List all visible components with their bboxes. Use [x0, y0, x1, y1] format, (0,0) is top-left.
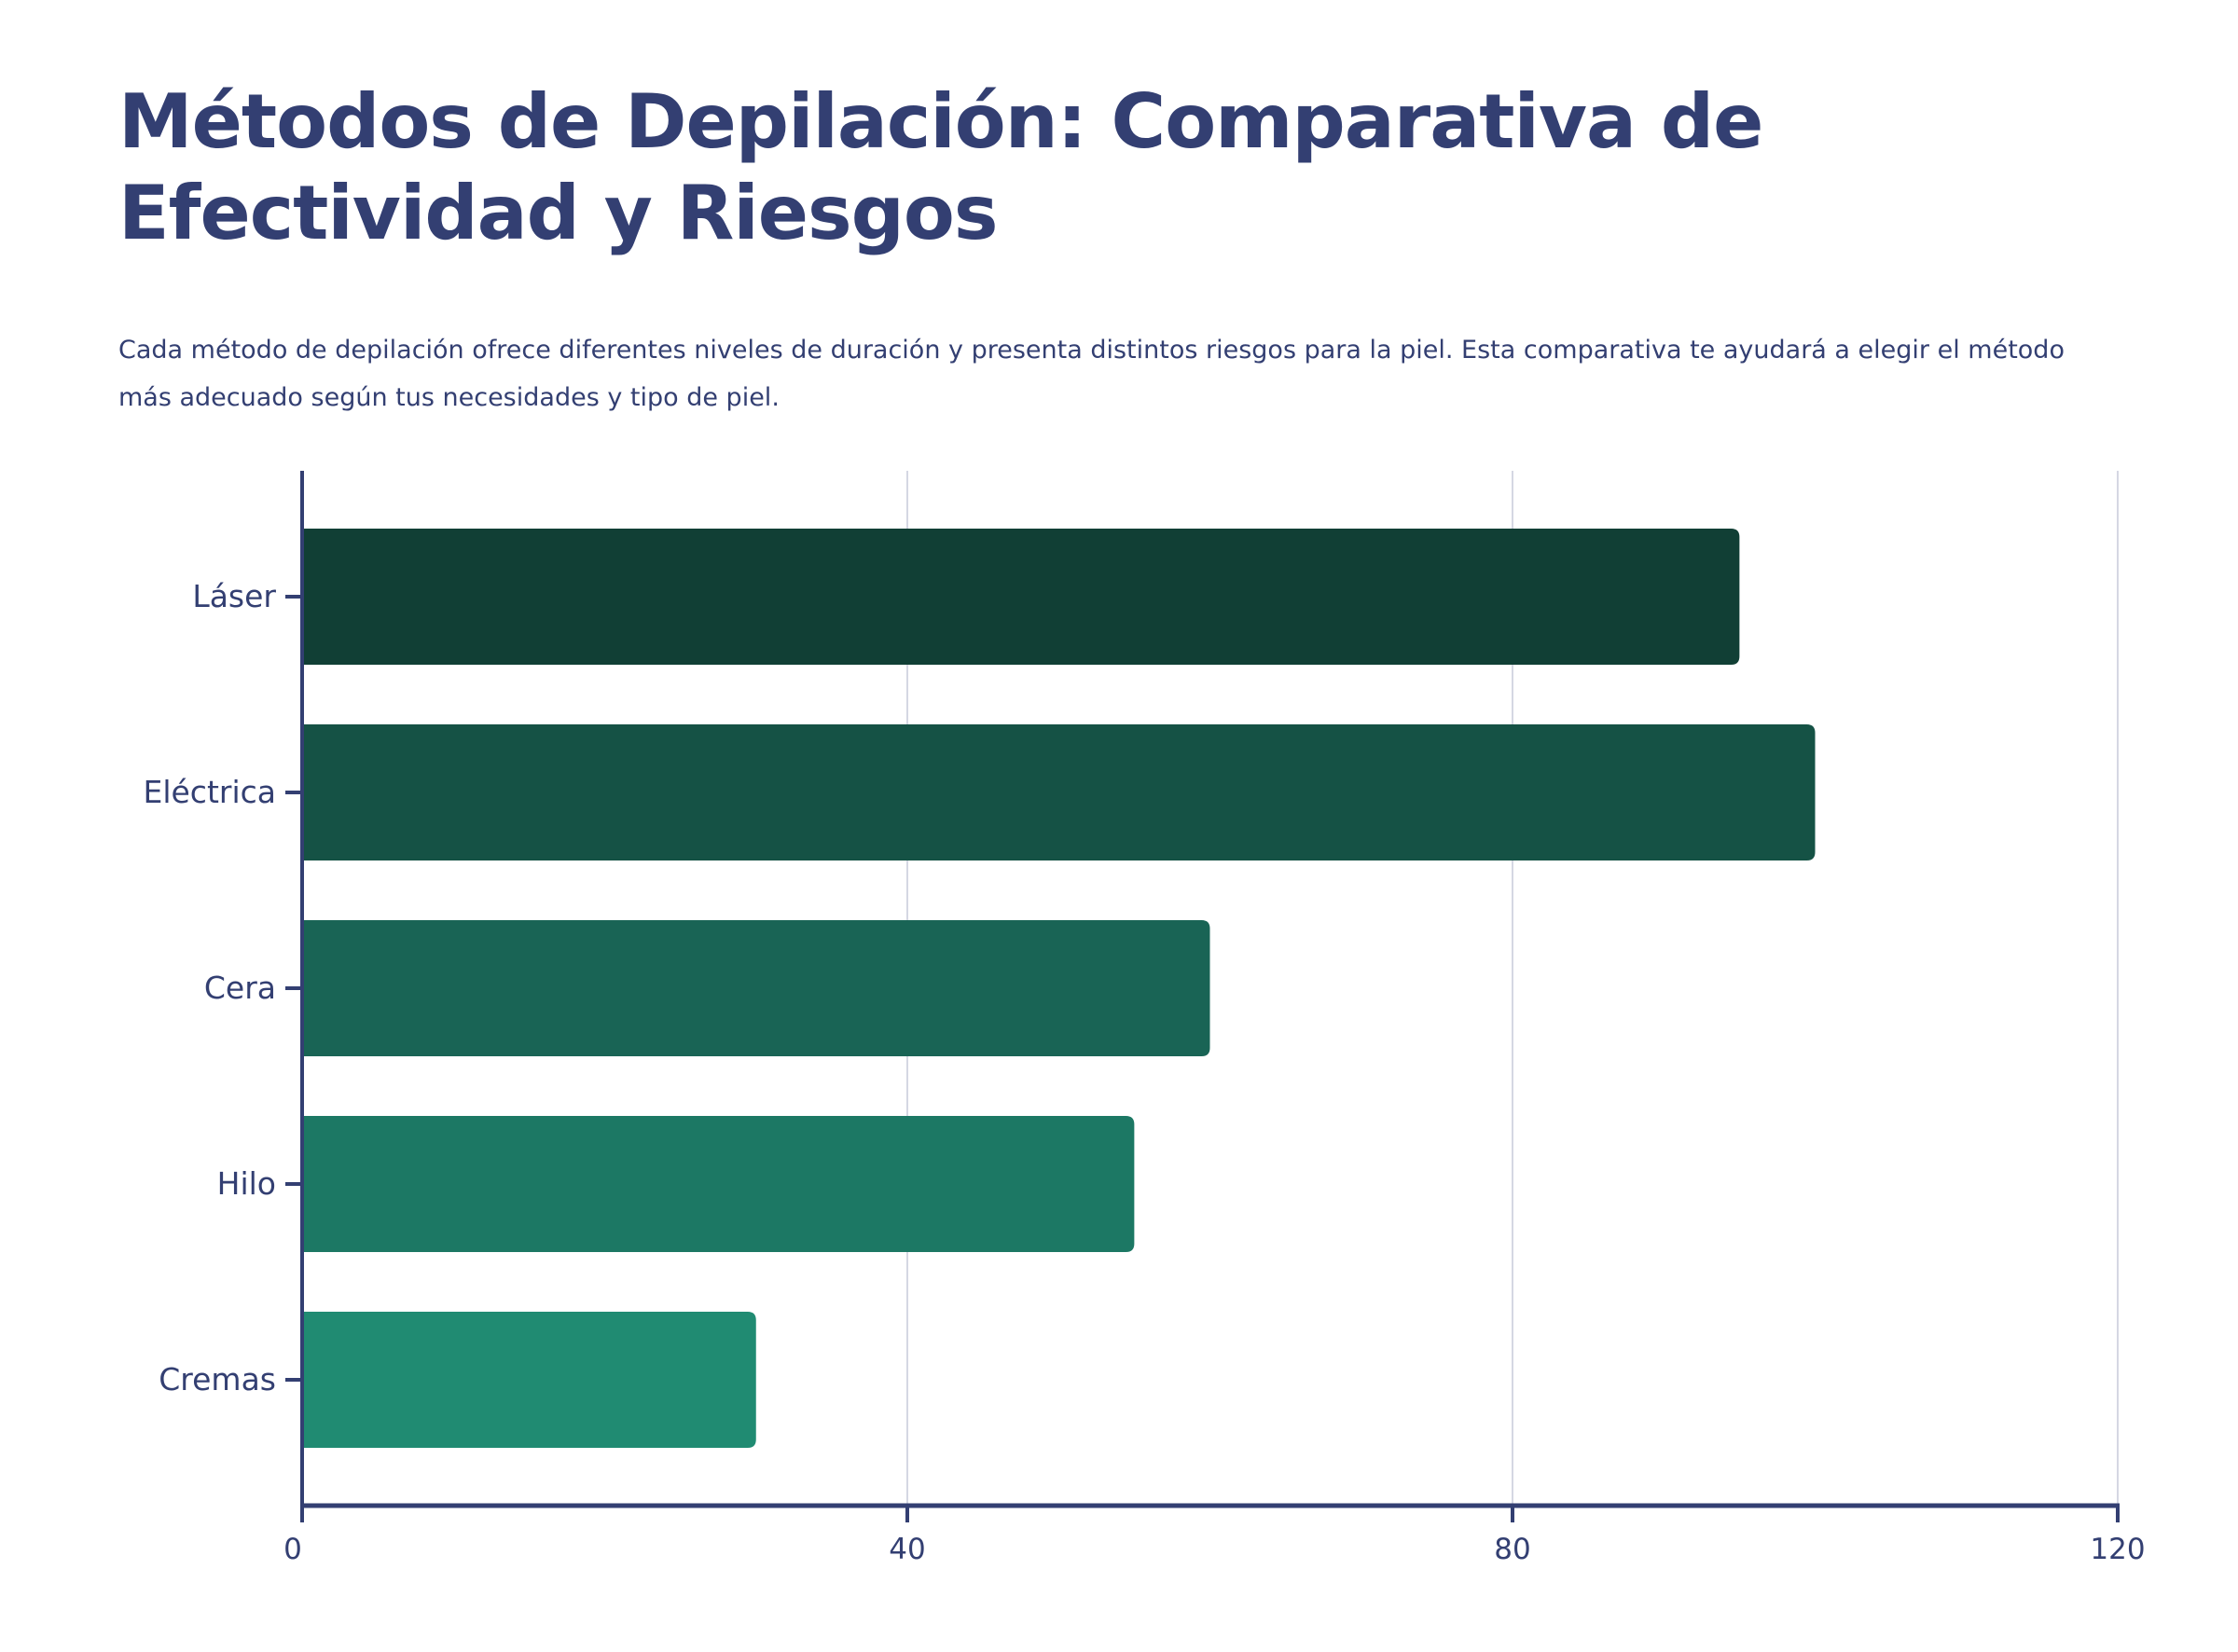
category-label: Cremas: [159, 1361, 276, 1397]
bar-3: [302, 1116, 1135, 1252]
bar-0: [302, 529, 1740, 665]
x-tick-label: 120: [2090, 1533, 2145, 1566]
category-label: Hilo: [217, 1165, 276, 1202]
category-label: Cera: [204, 970, 276, 1006]
category-label: Láser: [192, 578, 276, 614]
x-tick-label: 0: [283, 1533, 302, 1566]
bar-1: [302, 724, 1816, 860]
x-tick-label: 80: [1494, 1533, 1530, 1566]
category-label: Eléctrica: [143, 774, 276, 810]
bar-2: [302, 920, 1210, 1056]
bar-4: [302, 1312, 756, 1448]
chart-title: Métodos de Depilación: Comparativa de Ef…: [118, 78, 1763, 256]
chart-subtitle: Cada método de depilación ofrece diferen…: [118, 336, 2065, 412]
x-tick-label: 40: [889, 1533, 925, 1566]
